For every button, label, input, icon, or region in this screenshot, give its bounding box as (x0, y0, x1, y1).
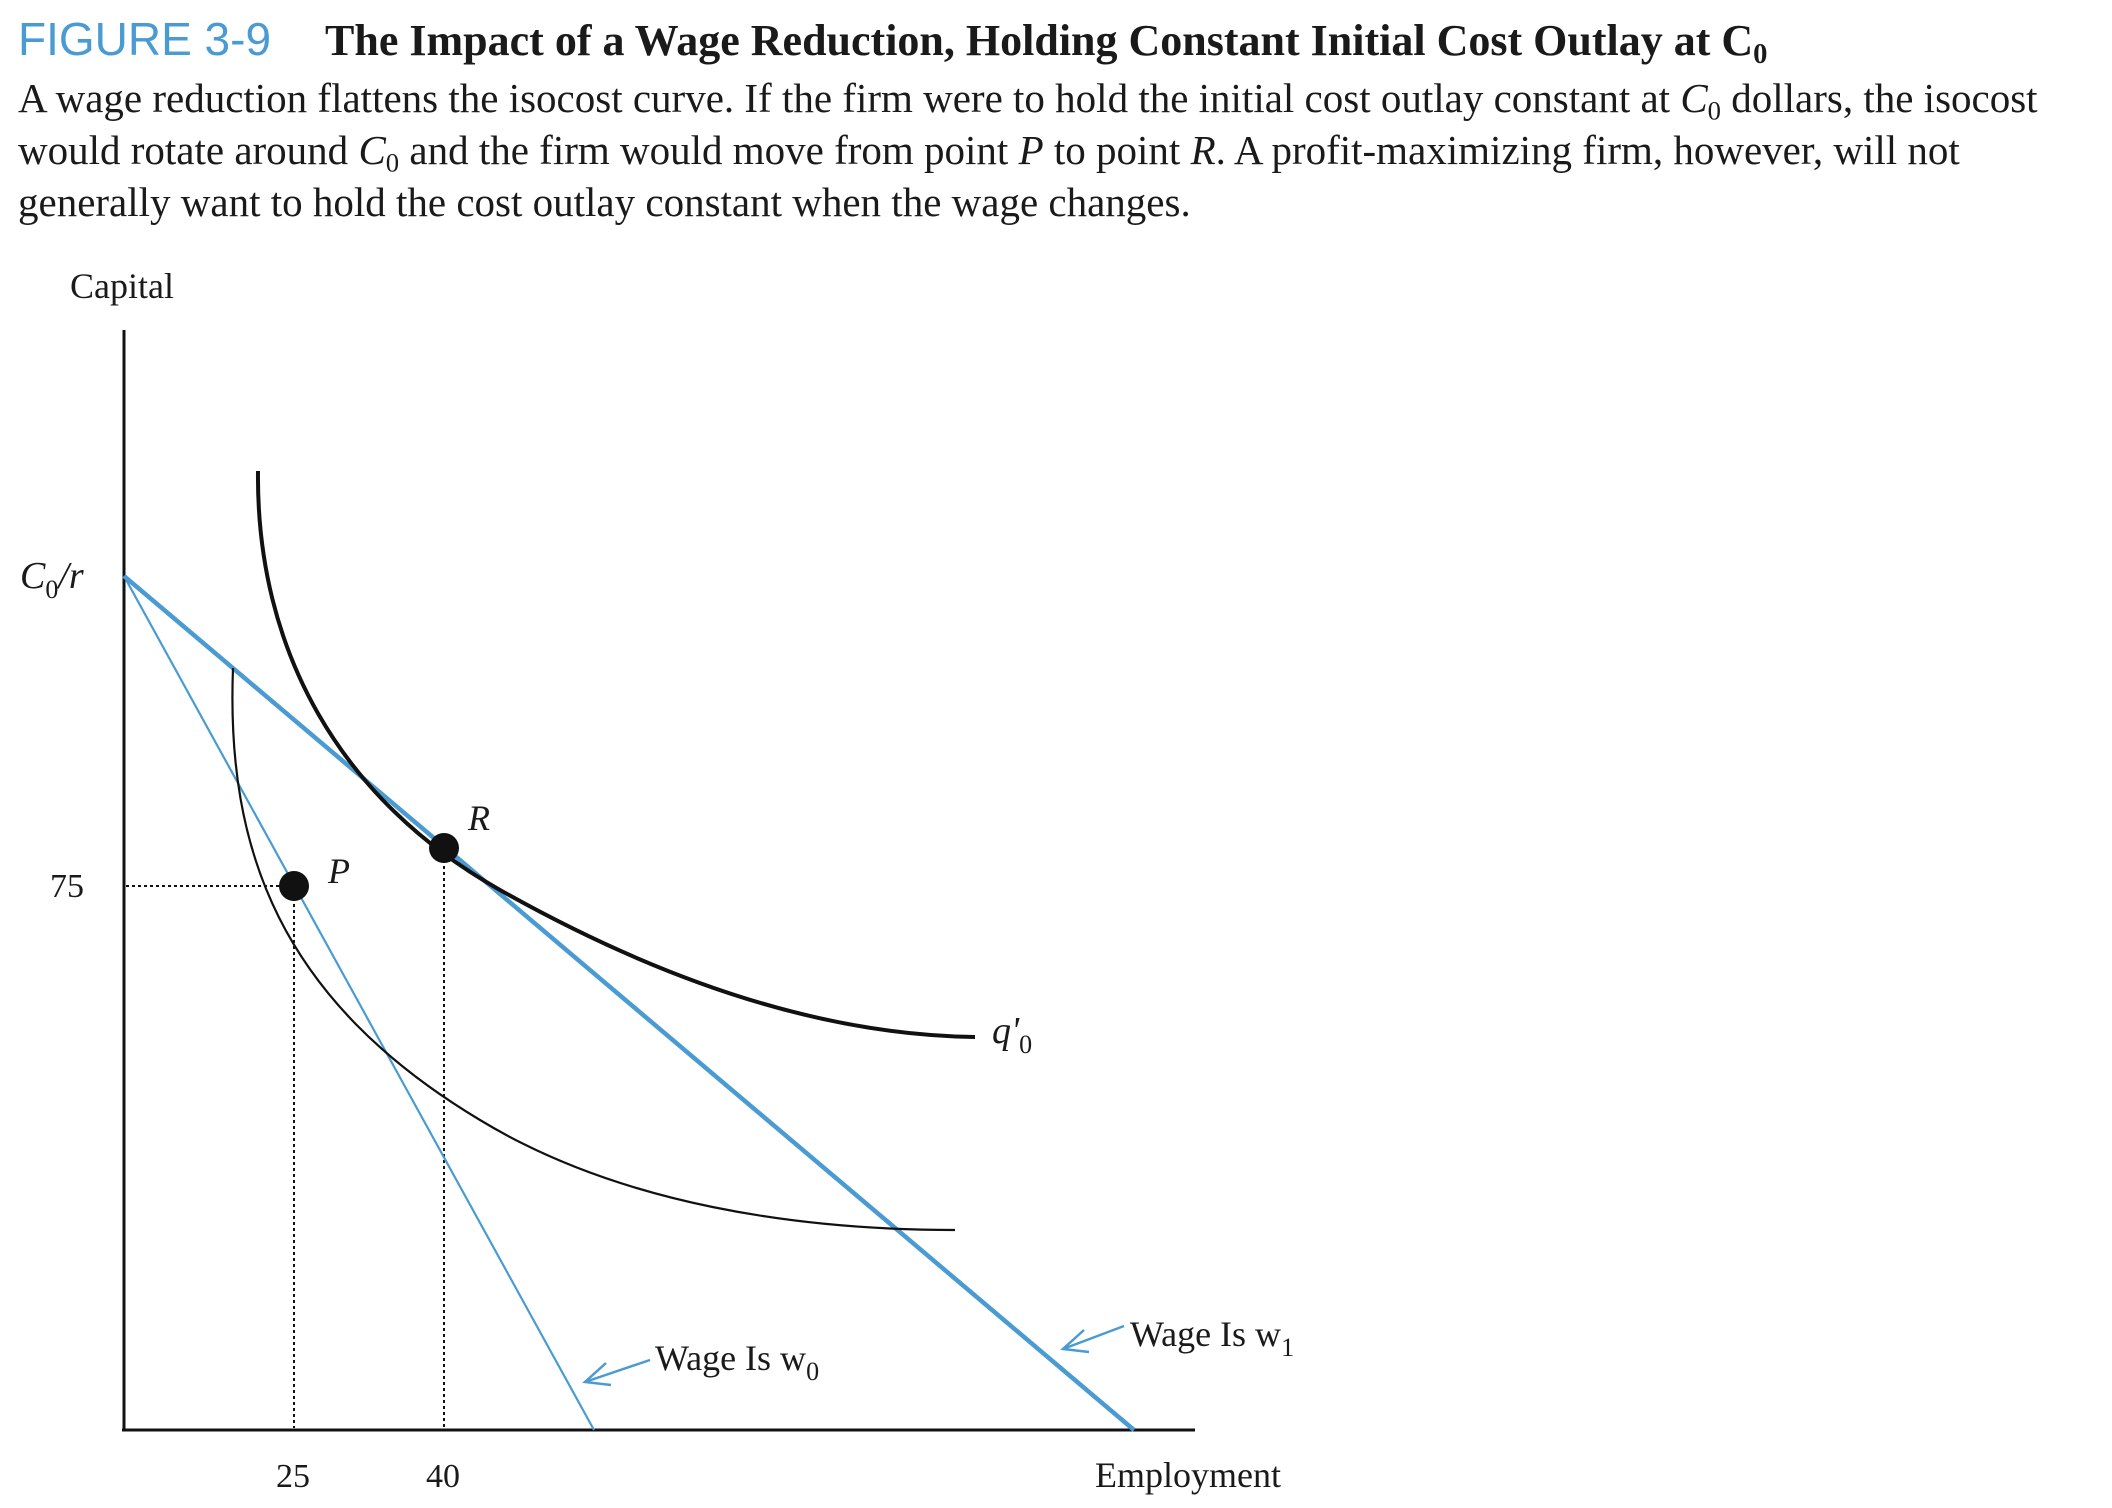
point-r-marker (429, 833, 459, 863)
caption-part-2: dollars, the isocost would rotate around (18, 75, 2038, 173)
y-tick-75: 75 (50, 868, 84, 905)
caption-point-p: P (1018, 127, 1044, 173)
wage-w1-text: Wage Is w (1130, 1314, 1281, 1354)
x-tick-25: 25 (276, 1458, 310, 1495)
caption-c-1: C (1680, 75, 1708, 121)
isocost-w1 (122, 574, 1136, 1432)
figure-caption: A wage reduction flattens the isocost cu… (18, 72, 2098, 228)
caption-part-1: A wage reduction flattens the isocost cu… (18, 75, 1681, 121)
point-p-marker (279, 871, 309, 901)
isoquant-sub: 0 (1019, 1030, 1032, 1059)
isoquant-label: q'0 (992, 1010, 1032, 1059)
y-intercept-label: C0/r (20, 555, 84, 604)
figure-title-text: The Impact of a Wage Reduction, Holding … (325, 16, 1754, 65)
y-intercept-c: C (20, 555, 46, 597)
figure-label: FIGURE 3-9 (18, 13, 272, 65)
wage-w0-sub: 0 (806, 1357, 819, 1386)
figure-title-sub: 0 (1753, 39, 1768, 70)
wage-w1-sub: 1 (1281, 1333, 1294, 1362)
caption-c-2: C (358, 127, 386, 173)
y-intercept-sub: 0 (45, 575, 58, 604)
point-r-label: R (467, 798, 490, 838)
caption-part-4: to point (1043, 127, 1191, 173)
caption-sub-1: 0 (1707, 95, 1721, 126)
figure-title-line: FIGURE 3-9 The Impact of a Wage Reduction… (18, 10, 2098, 70)
arrow-w1 (1060, 1324, 1125, 1354)
isoquant-q: q' (992, 1010, 1020, 1052)
x-axis-label: Employment (1095, 1455, 1281, 1495)
wage-w1-label: Wage Is w1 (1130, 1314, 1294, 1362)
y-axis-label: Capital (70, 266, 174, 306)
arrow-w0 (582, 1358, 651, 1387)
figure-header: FIGURE 3-9 The Impact of a Wage Reduction… (18, 10, 2098, 228)
caption-part-3: and the firm would move from point (399, 127, 1019, 173)
isocost-w0 (123, 575, 595, 1431)
y-intercept-suffix: /r (56, 555, 84, 597)
wage-w0-label: Wage Is w0 (655, 1338, 819, 1386)
caption-part-5: . A profit-maximizing firm, however, wil… (18, 127, 1960, 225)
caption-sub-2: 0 (385, 147, 400, 178)
isoquant-q0 (231, 667, 956, 1232)
isoquant-q0-prime (255, 470, 976, 1039)
wage-w0-text: Wage Is w (655, 1338, 806, 1378)
figure-title: The Impact of a Wage Reduction, Holding … (325, 16, 1767, 69)
point-p-label: P (327, 851, 350, 891)
caption-point-r: R (1190, 127, 1216, 173)
x-tick-40: 40 (426, 1458, 460, 1495)
